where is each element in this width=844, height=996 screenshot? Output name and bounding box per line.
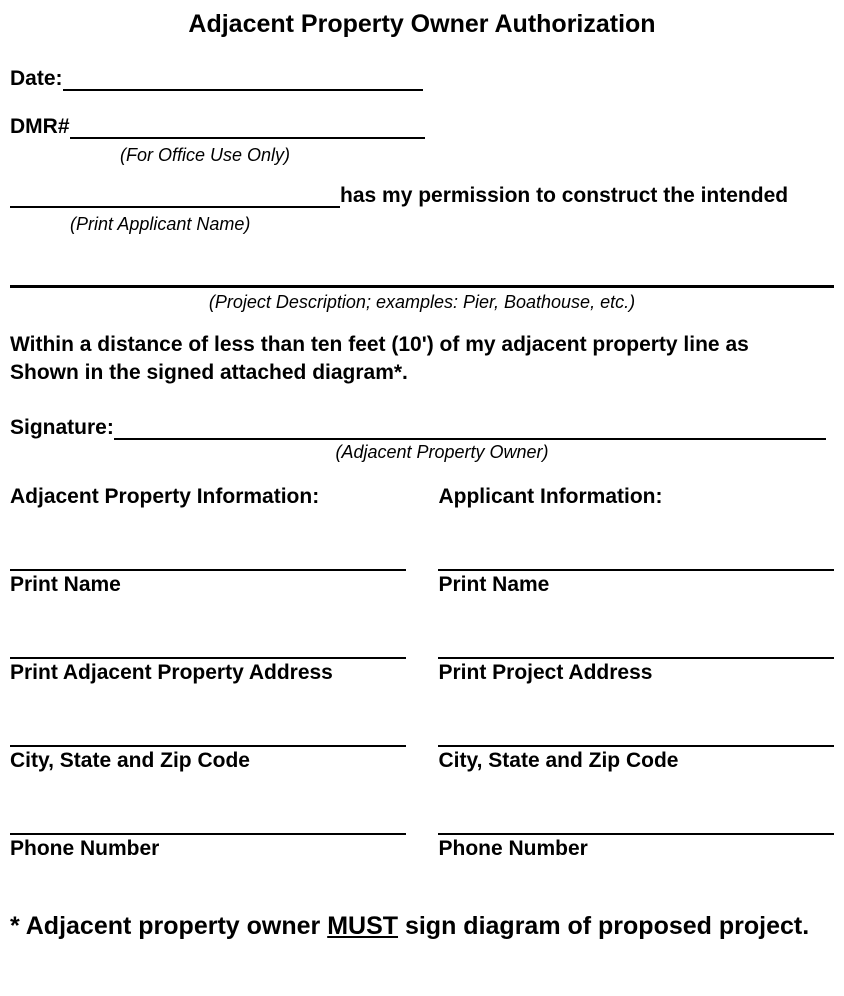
adjacent-address-line[interactable] — [10, 635, 406, 659]
form-title: Adjacent Property Owner Authorization — [10, 10, 834, 39]
project-description-line[interactable] — [10, 285, 834, 288]
adjacent-city-line[interactable] — [10, 723, 406, 747]
body-text: Within a distance of less than ten feet … — [10, 331, 834, 388]
applicant-column: Applicant Information: Print Name Print … — [438, 485, 834, 861]
applicant-name-label: Print Name — [438, 573, 834, 597]
applicant-name-line-field[interactable] — [438, 547, 834, 571]
adjacent-address-label: Print Adjacent Property Address — [10, 661, 406, 685]
info-columns: Adjacent Property Information: Print Nam… — [10, 485, 834, 861]
date-label: Date: — [10, 67, 63, 90]
date-field-line[interactable] — [63, 71, 423, 91]
applicant-sublabel: (Print Applicant Name) — [70, 214, 250, 234]
applicant-address-line[interactable] — [438, 635, 834, 659]
dmr-label: DMR# — [10, 115, 70, 138]
signature-line[interactable] — [114, 420, 826, 440]
adjacent-city-label: City, State and Zip Code — [10, 749, 406, 773]
adjacent-name-line[interactable] — [10, 547, 406, 571]
adjacent-heading: Adjacent Property Information: — [10, 485, 406, 509]
footnote-must: MUST — [327, 912, 398, 940]
signature-label: Signature: — [10, 416, 114, 439]
applicant-city-line[interactable] — [438, 723, 834, 747]
adjacent-name-label: Print Name — [10, 573, 406, 597]
applicant-heading: Applicant Information: — [438, 485, 834, 509]
applicant-phone-label: Phone Number — [438, 837, 834, 861]
adjacent-phone-line[interactable] — [10, 811, 406, 835]
applicant-address-label: Print Project Address — [438, 661, 834, 685]
applicant-name-line[interactable] — [10, 188, 340, 208]
footnote: * Adjacent property owner MUST sign diag… — [10, 911, 834, 942]
adjacent-phone-label: Phone Number — [10, 837, 406, 861]
applicant-city-label: City, State and Zip Code — [438, 749, 834, 773]
dmr-sublabel: (For Office Use Only) — [120, 145, 290, 165]
adjacent-property-column: Adjacent Property Information: Print Nam… — [10, 485, 406, 861]
applicant-phone-line[interactable] — [438, 811, 834, 835]
permission-text: has my permission to construct the inten… — [340, 184, 788, 207]
dmr-field-line[interactable] — [70, 119, 425, 139]
signature-sublabel: (Adjacent Property Owner) — [10, 442, 834, 463]
project-desc-sublabel: (Project Description; examples: Pier, Bo… — [10, 292, 834, 313]
